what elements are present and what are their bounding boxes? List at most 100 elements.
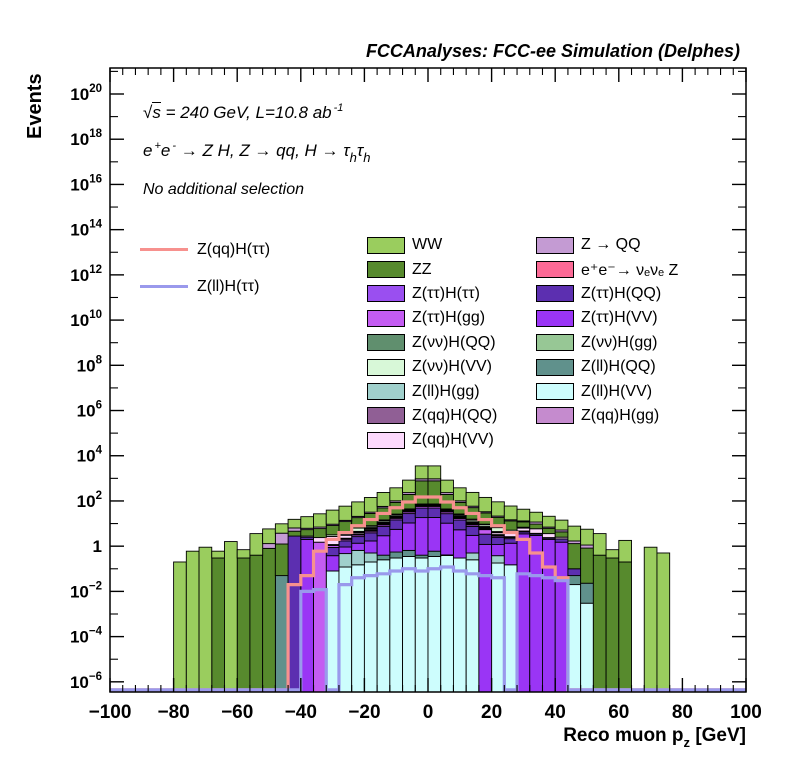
legend-item: Z(ττ)H(ττ) bbox=[367, 282, 497, 306]
legend-item: Z(νν)H(QQ) bbox=[367, 331, 497, 355]
legend-swatch bbox=[367, 261, 405, 279]
legend-label: ZZ bbox=[412, 260, 432, 278]
legend-swatch bbox=[536, 383, 574, 401]
sqrt-s: s bbox=[152, 102, 161, 122]
legend-line-item: Z(ll)H(ττ) bbox=[140, 268, 270, 305]
plot-title: FCCAnalyses: FCC-ee Simulation (Delphes) bbox=[365, 41, 740, 61]
svg-text:10−2: 10−2 bbox=[70, 580, 102, 601]
legend-item: Z(ll)H(QQ) bbox=[536, 355, 678, 379]
y-tick-labels: 10−6 10−4 10−2 1 102 104 106 108 1010 1012 1014 101… bbox=[70, 83, 103, 692]
legend-item: Z(ττ)H(QQ) bbox=[536, 282, 678, 306]
signal-line-legend: Z(qq)H(ττ) Z(ll)H(ττ) bbox=[140, 231, 270, 305]
series-Z(ll)H(gg) bbox=[338, 549, 505, 568]
legend-item: Z(ll)H(VV) bbox=[536, 379, 678, 403]
legend-label: Z(qq)H(gg) bbox=[581, 406, 660, 424]
legend-item: WW bbox=[367, 233, 497, 257]
series-Z(ll)H(VV) bbox=[325, 554, 594, 692]
legend-label: e⁺e⁻→ νₑνₑ Z bbox=[581, 261, 679, 279]
svg-text:100: 100 bbox=[730, 702, 762, 723]
legend-swatch bbox=[536, 334, 574, 352]
legend-label: Z(νν)H(gg) bbox=[581, 333, 658, 351]
svg-text:1010: 1010 bbox=[70, 309, 102, 330]
x-axis-title-sub: z bbox=[683, 735, 691, 750]
svg-text:80: 80 bbox=[672, 702, 693, 723]
legend-label: Z(ll)H(ττ) bbox=[197, 277, 260, 295]
annotation-energy-text: = 240 GeV, L=10.8 ab bbox=[160, 103, 332, 122]
svg-text:−20: −20 bbox=[348, 702, 380, 723]
svg-text:−60: −60 bbox=[221, 702, 253, 723]
annotation-process: e +e - → Z H, Z → qq, H → τhτh bbox=[143, 140, 370, 165]
legend-swatch bbox=[536, 285, 574, 303]
legend-swatch bbox=[536, 309, 574, 327]
legend-label: Z(ττ)H(gg) bbox=[412, 309, 486, 327]
legend-label: Z → QQ bbox=[581, 236, 641, 254]
svg-text:1020: 1020 bbox=[70, 83, 102, 104]
legend-item: ZZ bbox=[367, 257, 497, 281]
legend-swatch bbox=[367, 383, 405, 401]
legend-label: Z(νν)H(QQ) bbox=[412, 333, 496, 351]
svg-text:106: 106 bbox=[77, 400, 102, 421]
legend-swatch bbox=[367, 334, 405, 352]
legend-swatch bbox=[367, 407, 405, 425]
legend-line-item: Z(qq)H(ττ) bbox=[140, 231, 270, 268]
svg-text:104: 104 bbox=[77, 445, 103, 466]
axis-ticks bbox=[109, 68, 747, 692]
process-text: τ bbox=[356, 141, 364, 160]
inverse-ab-exponent: -1 bbox=[333, 102, 344, 114]
legend-item: Z(ll)H(gg) bbox=[367, 379, 497, 403]
legend-line-sample bbox=[140, 284, 188, 289]
legend-column-2: Z → QQ e⁺e⁻→ νₑνₑ Z Z(ττ)H(QQ) Z(ττ)H(VV) Z(… bbox=[536, 233, 678, 428]
svg-text:10−4: 10−4 bbox=[70, 626, 103, 647]
process-sub: h bbox=[349, 150, 357, 165]
legend-swatch bbox=[367, 309, 405, 327]
legend-swatch bbox=[536, 236, 574, 254]
svg-text:102: 102 bbox=[77, 490, 102, 511]
legend-swatch bbox=[536, 407, 574, 425]
svg-text:0: 0 bbox=[423, 702, 434, 723]
legend-label: Z(ττ)H(VV) bbox=[581, 309, 658, 327]
legend-label: Z(qq)H(QQ) bbox=[412, 406, 498, 424]
sqrt-radical: √ bbox=[143, 103, 153, 122]
svg-text:−100: −100 bbox=[89, 702, 132, 723]
legend-label: Z(ll)H(gg) bbox=[412, 382, 480, 400]
legend-label: Z(ll)H(QQ) bbox=[581, 358, 656, 376]
legend-swatch bbox=[367, 431, 405, 449]
legend-item: e⁺e⁻→ νₑνₑ Z bbox=[536, 257, 678, 281]
x-axis-title-main: Reco muon p bbox=[563, 725, 684, 746]
legend-label: Z(qq)H(ττ) bbox=[197, 240, 271, 258]
stacked-bars bbox=[173, 465, 671, 692]
svg-text:1018: 1018 bbox=[70, 128, 102, 149]
svg-text:1: 1 bbox=[93, 537, 102, 556]
svg-text:10−6: 10−6 bbox=[70, 671, 102, 692]
svg-text:1012: 1012 bbox=[70, 264, 102, 285]
legend-swatch bbox=[536, 261, 574, 279]
process-sup: + bbox=[154, 140, 161, 152]
svg-text:1016: 1016 bbox=[70, 173, 102, 194]
annotation-energy-lumi: √s = 240 GeV, L=10.8 ab -1 bbox=[143, 102, 343, 123]
legend-label: WW bbox=[412, 236, 443, 254]
svg-text:40: 40 bbox=[545, 702, 566, 723]
svg-text:−40: −40 bbox=[285, 702, 317, 723]
legend-label: Z(νν)H(VV) bbox=[412, 358, 492, 376]
annotation-selection: No additional selection bbox=[143, 181, 304, 198]
process-sup: - bbox=[172, 140, 177, 152]
svg-text:108: 108 bbox=[77, 354, 103, 375]
process-text: e bbox=[143, 141, 153, 160]
process-sub: h bbox=[363, 150, 371, 165]
svg-text:20: 20 bbox=[481, 702, 502, 723]
x-tick-labels: −100 −80 −60 −40 −20 0 20 40 60 80 100 bbox=[89, 702, 762, 723]
svg-text:−80: −80 bbox=[157, 702, 189, 723]
legend-item: Z(νν)H(VV) bbox=[367, 355, 497, 379]
legend-item: Z(qq)H(VV) bbox=[367, 428, 497, 452]
series-WW bbox=[173, 465, 671, 692]
x-axis-title-unit: [GeV] bbox=[690, 725, 746, 746]
legend-swatch bbox=[367, 285, 405, 303]
legend-label: Z(ll)H(VV) bbox=[581, 382, 653, 400]
legend-swatch bbox=[367, 236, 405, 254]
legend-label: Z(qq)H(VV) bbox=[412, 431, 494, 449]
legend-item: Z(ττ)H(VV) bbox=[536, 306, 678, 330]
legend-line-sample bbox=[140, 247, 188, 252]
legend-item: Z(qq)H(gg) bbox=[536, 404, 678, 428]
